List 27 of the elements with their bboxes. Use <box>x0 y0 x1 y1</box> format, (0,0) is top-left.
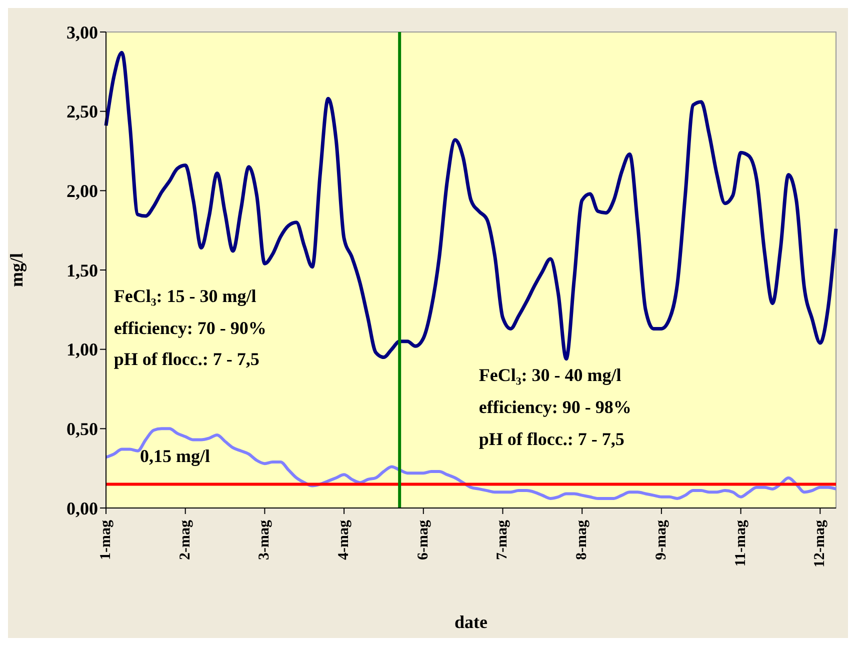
annotation: FeCl₃: 30 - 40 mg/l <box>478 365 622 386</box>
annotation: efficiency: 70 - 90% <box>114 318 266 339</box>
annotation: efficiency: 90 - 98% <box>478 396 632 418</box>
y-tick-label: 2,00 <box>66 181 98 202</box>
y-tick-label: 0,00 <box>66 498 98 518</box>
y-tick-label: 3,00 <box>66 22 98 42</box>
annotation: pH of flocc.: 7 - 7,5 <box>114 349 260 370</box>
ref-line-label: 0,15 mg/l <box>140 446 210 468</box>
y-tick-label: 1,50 <box>66 260 98 280</box>
annotation: FeCl₃: 15 - 30 mg/l <box>114 286 256 307</box>
x-tick-label: 7-mag <box>494 520 511 560</box>
y-axis-title: mg/l <box>6 253 26 287</box>
x-axis-title: date <box>454 612 488 632</box>
x-tick-label: 6-mag <box>415 520 432 560</box>
y-tick-label: 0,50 <box>66 419 98 440</box>
x-tick-label: 4-mag <box>336 520 352 560</box>
y-tick-label: 1,00 <box>66 340 98 360</box>
annotation: pH of flocc.: 7 - 7,5 <box>478 428 624 450</box>
x-tick-label: 2-mag <box>177 520 194 560</box>
y-tick-label: 2,50 <box>66 102 98 122</box>
x-tick-label: 12-mag <box>812 520 828 568</box>
x-tick-label: 3-mag <box>256 520 273 560</box>
x-tick-label: 1-mag <box>98 520 114 560</box>
x-tick-label: 8-mag <box>574 520 590 560</box>
x-tick-label: 9-mag <box>653 520 670 560</box>
x-tick-label: 11-mag <box>732 520 749 567</box>
line-series <box>104 427 838 500</box>
